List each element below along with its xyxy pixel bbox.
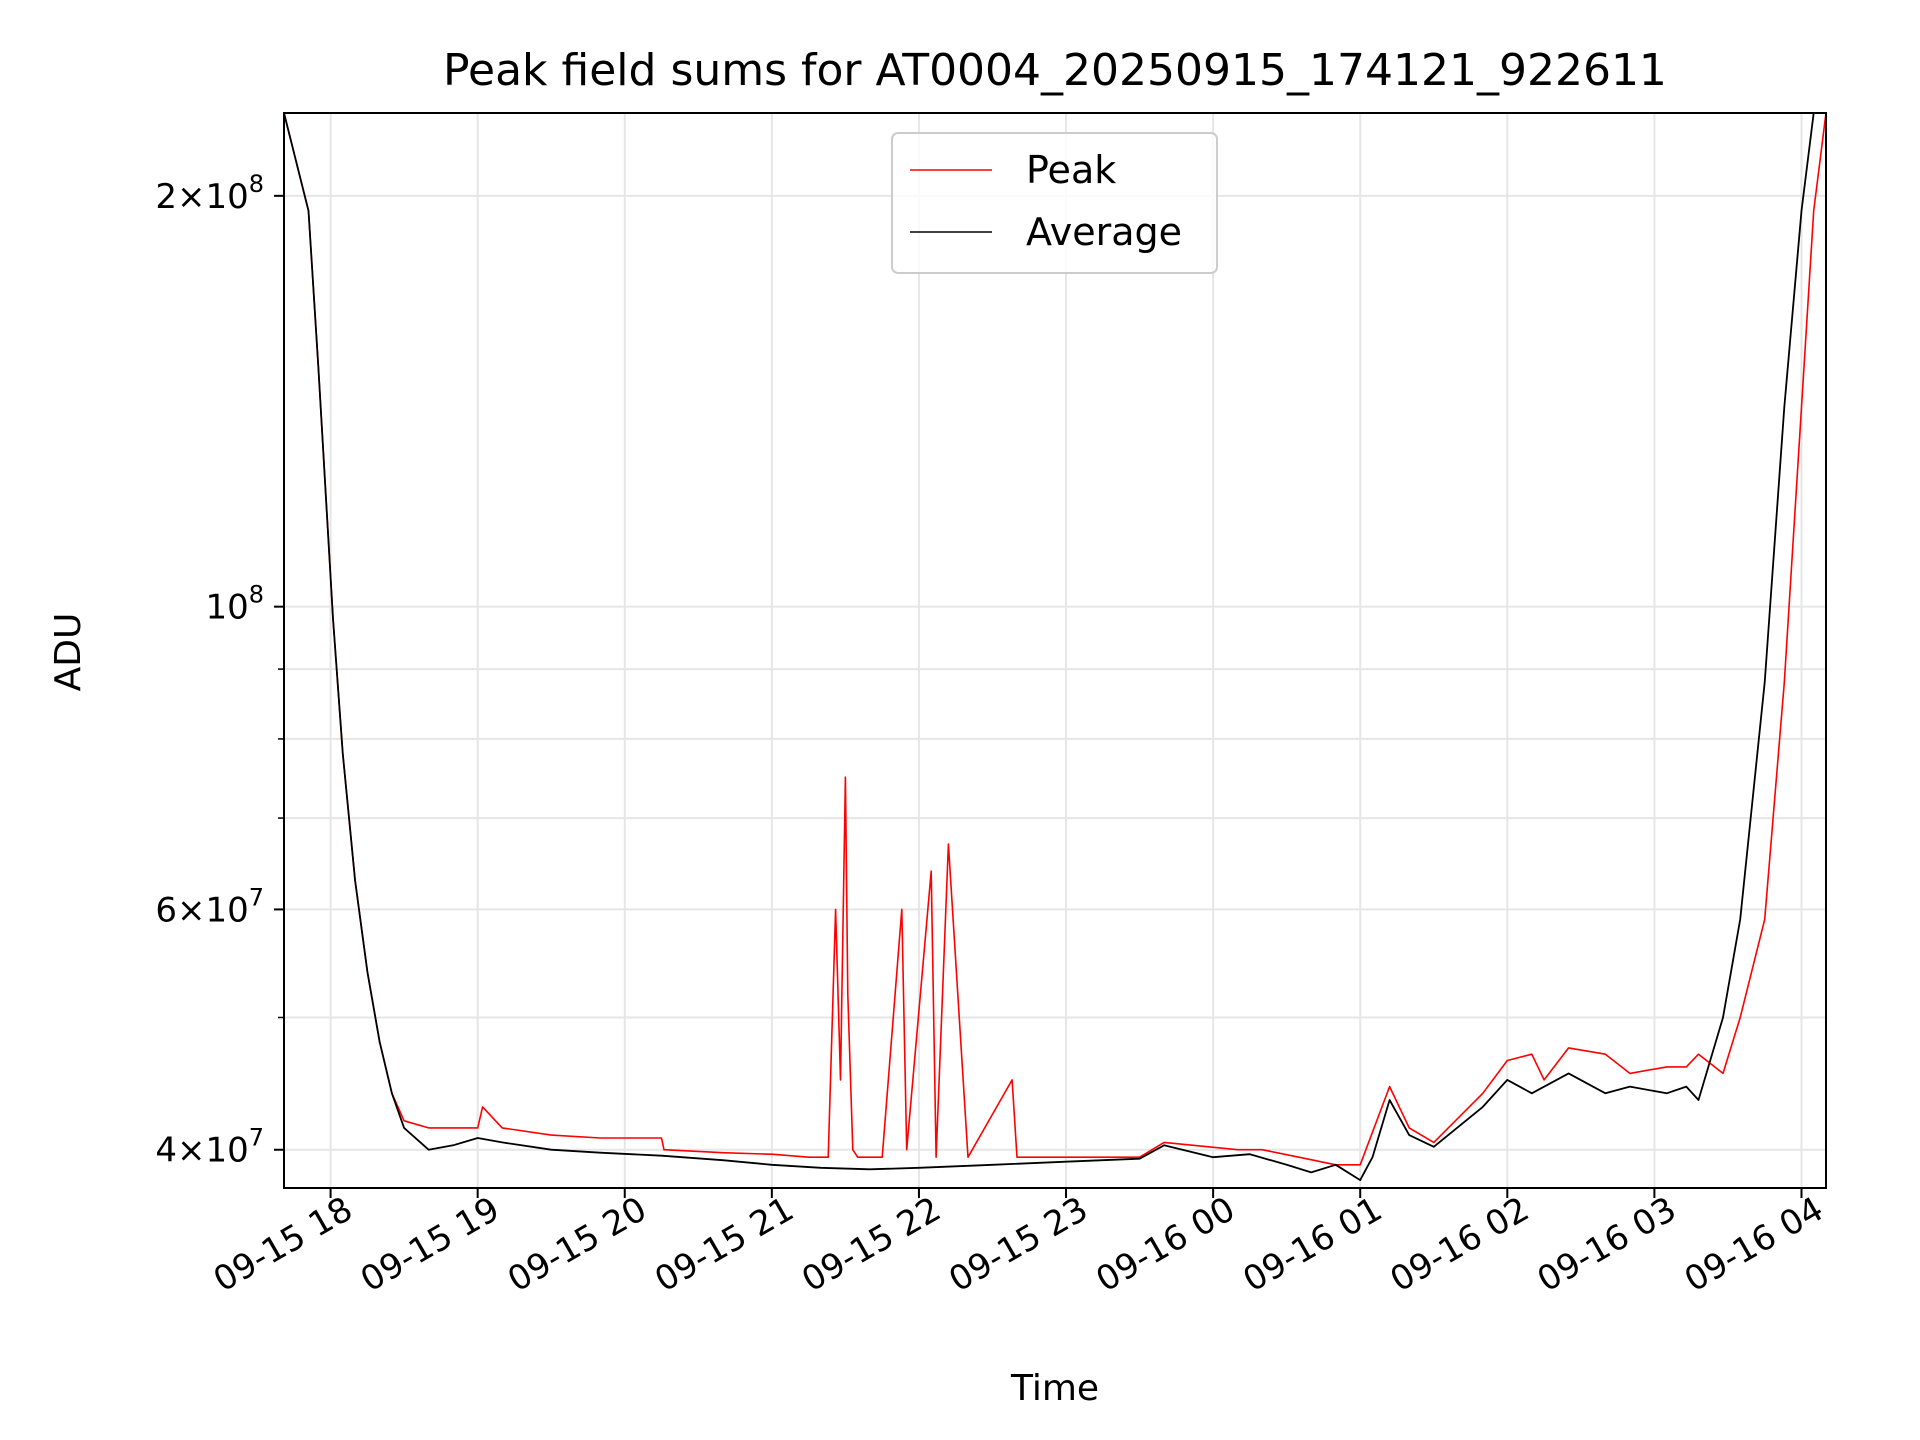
y-axis: 4×107 6×107 108 2×108	[155, 170, 284, 1171]
legend-box	[891, 132, 1218, 274]
series-line-average	[283, 112, 1826, 1181]
legend: Peak Average	[891, 132, 1218, 274]
chart-title: Peak field sums for AT0004_20250915_1741…	[443, 45, 1667, 96]
y-tick-label: 4×107	[155, 1124, 264, 1171]
y-tick-label: 6×107	[155, 883, 264, 930]
grid	[284, 113, 1826, 1188]
y-tick-label: 2×108	[155, 170, 264, 217]
series-line-peak	[283, 112, 1827, 1166]
plot-frame	[283, 112, 1827, 1189]
series-layer	[283, 112, 1827, 1181]
x-axis-label: Time	[1010, 1368, 1099, 1409]
legend-label-average: Average	[1026, 210, 1182, 254]
legend-label-peak: Peak	[1026, 148, 1116, 192]
y-axis-label: ADU	[48, 613, 89, 692]
y-tick-label: 108	[205, 581, 264, 628]
